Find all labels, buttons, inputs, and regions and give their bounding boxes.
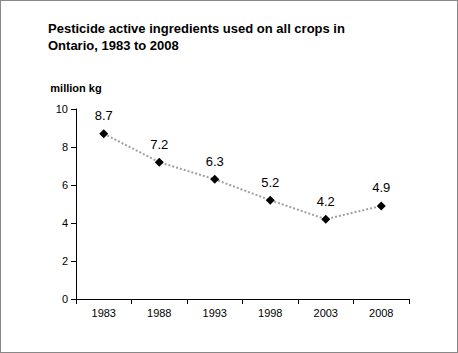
svg-text:1983: 1983 — [92, 307, 116, 319]
svg-text:10: 10 — [56, 103, 68, 115]
svg-text:6: 6 — [62, 179, 68, 191]
svg-text:Pesticide active ingredients u: Pesticide active ingredients used on all… — [48, 21, 345, 36]
svg-text:4: 4 — [62, 217, 68, 229]
svg-text:Ontario, 1983 to 2008: Ontario, 1983 to 2008 — [48, 38, 179, 53]
svg-text:1993: 1993 — [203, 307, 227, 319]
svg-text:6.3: 6.3 — [206, 154, 224, 169]
svg-text:8: 8 — [62, 141, 68, 153]
svg-text:2003: 2003 — [314, 307, 338, 319]
svg-text:1988: 1988 — [147, 307, 171, 319]
svg-text:1998: 1998 — [258, 307, 282, 319]
svg-text:4.9: 4.9 — [372, 180, 390, 195]
svg-text:7.2: 7.2 — [150, 137, 168, 152]
svg-text:million kg: million kg — [50, 82, 101, 94]
svg-text:4.2: 4.2 — [317, 194, 335, 209]
svg-text:2008: 2008 — [369, 307, 393, 319]
svg-text:0: 0 — [62, 293, 68, 305]
svg-text:2: 2 — [62, 255, 68, 267]
svg-text:5.2: 5.2 — [261, 175, 279, 190]
svg-text:8.7: 8.7 — [95, 108, 113, 123]
